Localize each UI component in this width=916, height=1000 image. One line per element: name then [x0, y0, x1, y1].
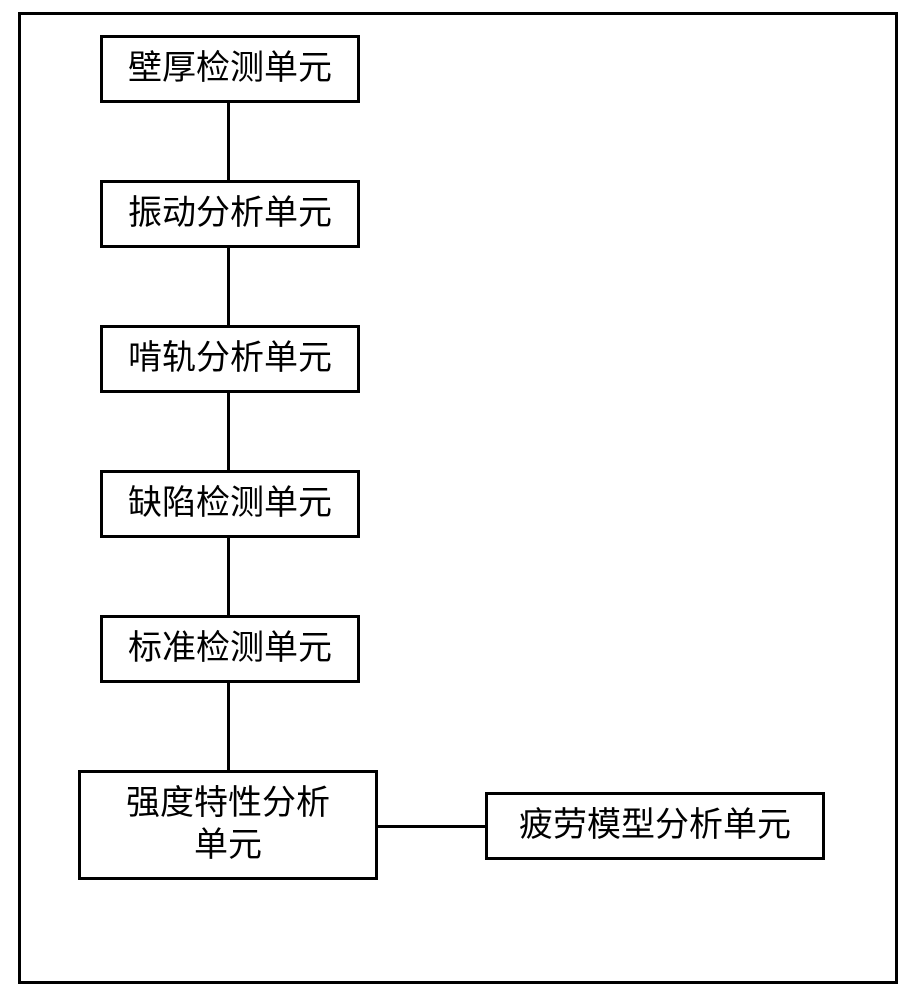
connector-n5-n6	[227, 683, 230, 770]
node-wall-thickness-detection: 壁厚检测单元	[100, 35, 360, 103]
node-standard-detection: 标准检测单元	[100, 615, 360, 683]
node-label: 标准检测单元	[128, 628, 332, 671]
node-label: 疲劳模型分析单元	[519, 805, 791, 848]
node-strength-characteristic-analysis: 强度特性分析 单元	[78, 770, 378, 880]
node-rail-gnawing-analysis: 啃轨分析单元	[100, 325, 360, 393]
node-label: 啃轨分析单元	[128, 338, 332, 381]
connector-n6-n7	[378, 825, 485, 828]
node-label: 壁厚检测单元	[128, 48, 332, 91]
connector-n1-n2	[227, 103, 230, 180]
node-label: 振动分析单元	[128, 193, 332, 236]
connector-n4-n5	[227, 538, 230, 615]
node-label: 缺陷检测单元	[128, 483, 332, 526]
node-fatigue-model-analysis: 疲劳模型分析单元	[485, 792, 825, 860]
node-vibration-analysis: 振动分析单元	[100, 180, 360, 248]
node-label: 强度特性分析 单元	[126, 783, 330, 868]
connector-n2-n3	[227, 248, 230, 325]
node-defect-detection: 缺陷检测单元	[100, 470, 360, 538]
connector-n3-n4	[227, 393, 230, 470]
